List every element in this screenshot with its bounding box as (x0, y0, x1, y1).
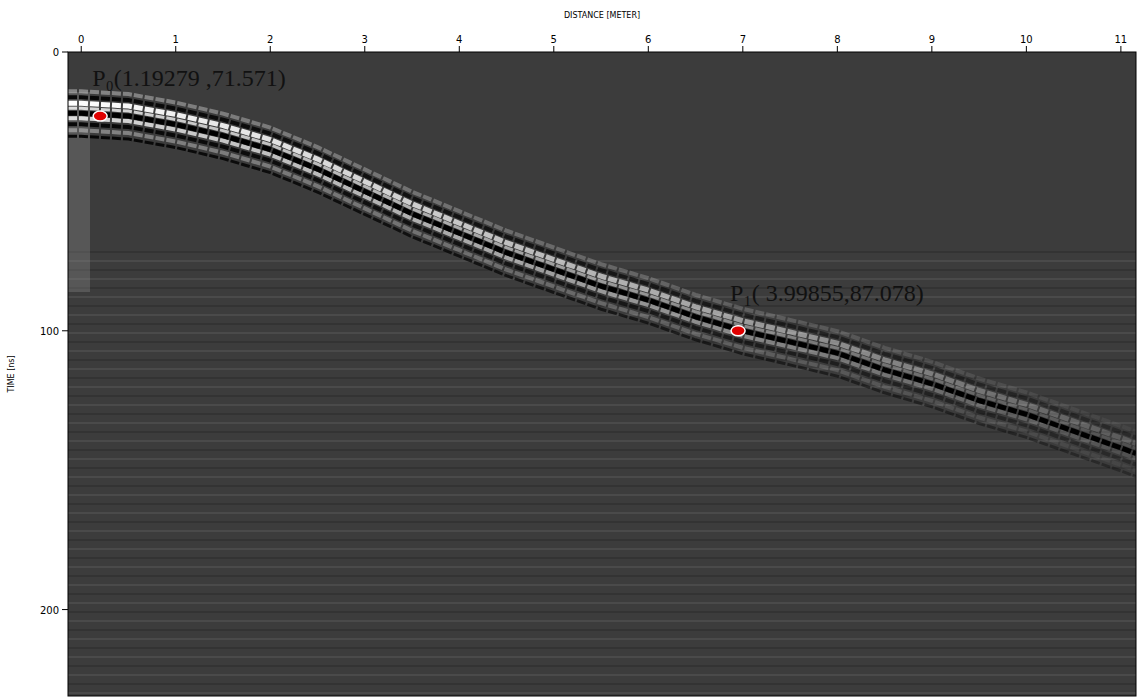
texture-line (68, 251, 1136, 253)
y-tick-label: 0 (53, 47, 59, 58)
plot-area (68, 91, 1136, 693)
texture-line (68, 332, 1136, 334)
y-tick (62, 609, 68, 610)
x-tick-label: 8 (834, 34, 840, 45)
texture-line (68, 503, 1136, 505)
x-tick (175, 46, 176, 52)
x-tick (837, 46, 838, 52)
texture-line (68, 431, 1136, 433)
x-tick-label: 1 (173, 34, 179, 45)
x-tick-label: 7 (740, 34, 746, 45)
x-tick-label: 6 (645, 34, 651, 45)
annotation-point (93, 111, 107, 121)
texture-line (68, 530, 1136, 532)
wavelet-stripe (68, 130, 1136, 470)
texture-line (68, 485, 1136, 487)
texture-line (68, 584, 1136, 586)
texture-line (68, 377, 1136, 379)
texture-line (68, 566, 1136, 568)
texture-line (68, 620, 1136, 622)
annotation-point-group (93, 111, 107, 121)
texture-line (68, 638, 1136, 640)
texture-line (68, 449, 1136, 451)
x-tick (459, 46, 460, 52)
wavelet-stripe (68, 136, 1136, 476)
texture-line (68, 476, 1136, 478)
texture-line (68, 557, 1136, 559)
texture-line (68, 368, 1136, 370)
texture-line (68, 341, 1136, 343)
texture-line (68, 440, 1136, 442)
x-tick-label: 3 (362, 34, 368, 45)
texture-line (68, 611, 1136, 613)
texture-line (68, 647, 1136, 649)
annotation-point-group (731, 326, 745, 336)
x-tick (364, 46, 365, 52)
x-tick (270, 46, 271, 52)
x-tick-label: 2 (267, 34, 273, 45)
texture-line (68, 467, 1136, 469)
texture-line (68, 674, 1136, 676)
plot-frame (68, 52, 1136, 696)
texture-line (68, 593, 1136, 595)
texture-line (68, 575, 1136, 577)
y-tick-label: 200 (40, 605, 59, 616)
annotation-label: P₀(1.19279 ,71.571) (92, 65, 286, 91)
texture-line (68, 539, 1136, 541)
chart: 0 1 2 3 4 5 6 7 8 9 10 11 0 100 200 DISTANCE [METER] TIM… (0, 0, 1143, 700)
x-tick (648, 46, 649, 52)
x-tick (1120, 46, 1121, 52)
texture-line (68, 314, 1136, 316)
texture-line (68, 512, 1136, 514)
texture-line (68, 359, 1136, 361)
texture-line (68, 665, 1136, 667)
x-tick-label: 11 (1115, 34, 1128, 45)
wavelet-stripe (68, 124, 1136, 464)
texture-line (68, 656, 1136, 658)
texture-line (68, 458, 1136, 460)
texture-line (68, 422, 1136, 424)
texture-line (68, 350, 1136, 352)
texture-line (68, 386, 1136, 388)
direct-wave (68, 113, 1136, 453)
x-tick (742, 46, 743, 52)
texture-line (68, 494, 1136, 496)
x-tick-label: 0 (78, 34, 84, 45)
x-tick-label: 4 (456, 34, 462, 45)
texture-line (68, 260, 1136, 262)
annotation-point (731, 326, 745, 336)
x-tick-label: 9 (929, 34, 935, 45)
y-tick-label: 100 (40, 326, 59, 337)
texture-line (68, 395, 1136, 397)
x-tick (1026, 46, 1027, 52)
x-tick (553, 46, 554, 52)
texture-line (68, 548, 1136, 550)
annotation-label: P₁( 3.99855,87.078) (730, 280, 924, 306)
x-axis-title: DISTANCE [METER] (564, 11, 640, 20)
texture-line (68, 521, 1136, 523)
texture-line (68, 413, 1136, 415)
texture-line (68, 692, 1136, 694)
x-tick-label: 5 (551, 34, 557, 45)
plot-background (68, 52, 1136, 696)
texture-line (68, 602, 1136, 604)
y-axis-title: TIME [ns] (7, 355, 16, 393)
x-tick (931, 46, 932, 52)
texture-line (68, 404, 1136, 406)
x-tick (81, 46, 82, 52)
texture-line (68, 323, 1136, 325)
texture-line (68, 629, 1136, 631)
x-tick-label: 10 (1020, 34, 1033, 45)
near-field-band (68, 92, 90, 292)
y-tick (62, 52, 68, 53)
y-tick (62, 330, 68, 331)
texture-line (68, 683, 1136, 685)
